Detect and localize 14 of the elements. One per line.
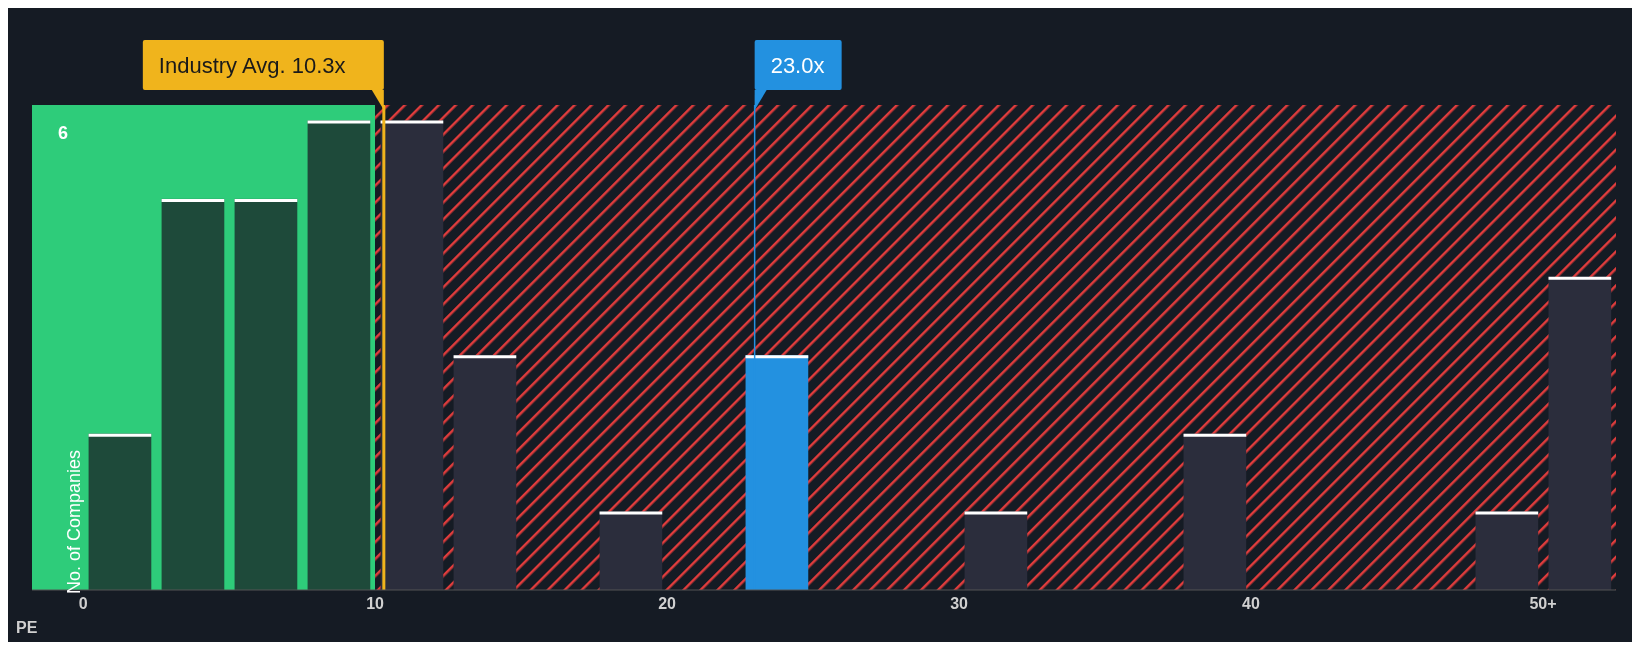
annotation: 6 [58,123,69,144]
bar [380,120,444,590]
x-tick-label: 20 [658,595,677,613]
x-tick-label: 30 [950,595,969,613]
ref-line-label: Industry Avg. 10.3x [158,53,346,78]
y-axis-title: No. of Companies [64,449,85,594]
x-tick-label: 10 [366,595,385,613]
x-tick-label: 0 [78,595,88,613]
x-tick-label: 40 [1242,595,1261,613]
x-tick-label: 50+ [1529,595,1557,613]
bar [307,120,371,590]
bar [453,355,517,590]
x-axis-title: PE [16,619,38,637]
ref-line-label: 23.0x [770,53,825,78]
